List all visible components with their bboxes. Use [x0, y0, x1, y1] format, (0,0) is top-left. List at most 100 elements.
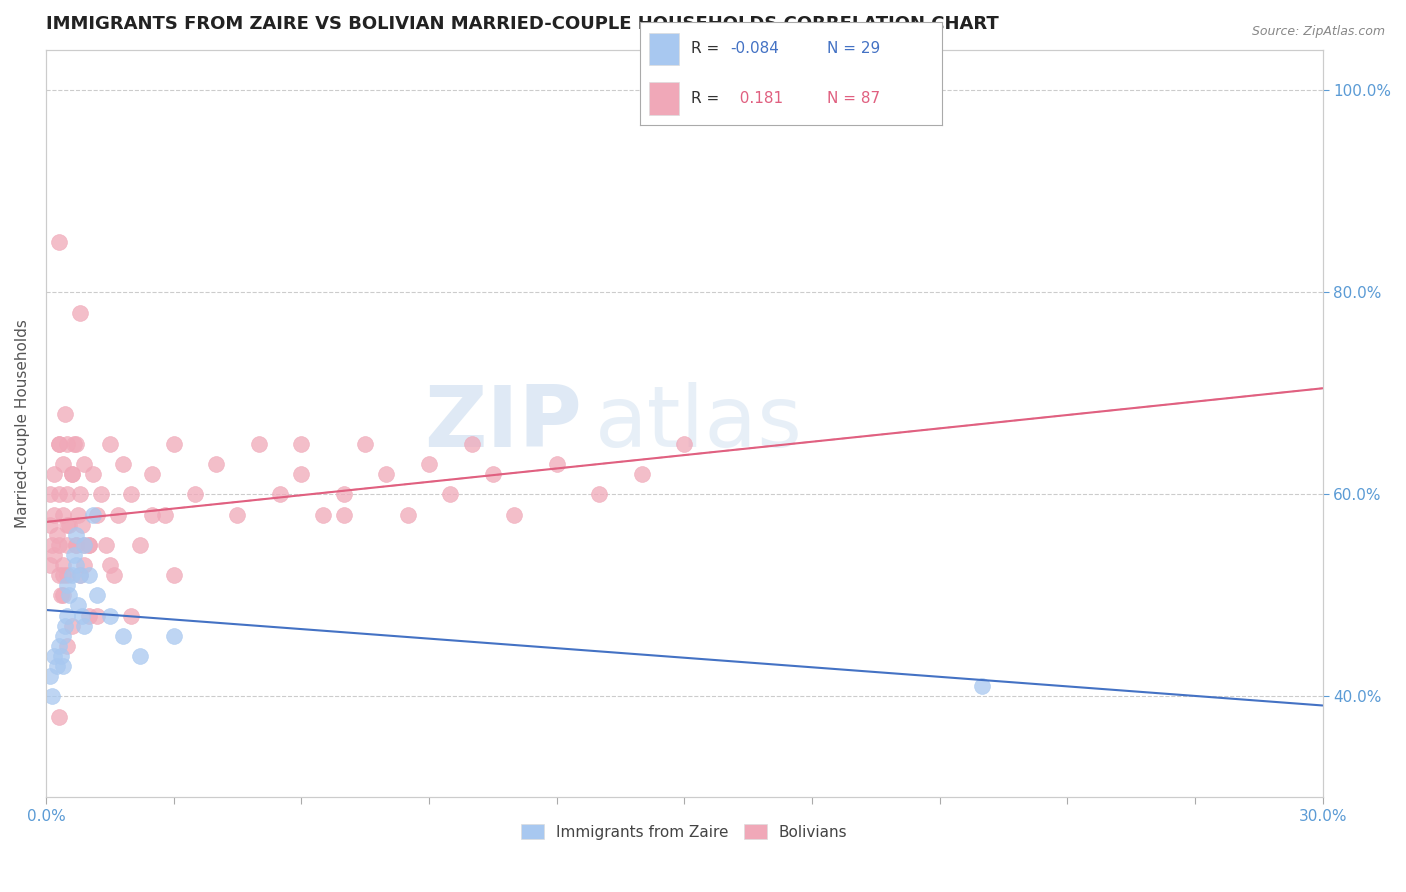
- Point: [41, 690, 63, 704]
- Point: [60, 568, 83, 582]
- Point: [73, 457, 96, 471]
- Text: N = 87: N = 87: [827, 91, 880, 106]
- Point: [45, 528, 67, 542]
- Text: -0.084: -0.084: [731, 41, 779, 56]
- Point: [45, 659, 67, 673]
- Point: [226, 508, 249, 522]
- Y-axis label: Married-couple Households: Married-couple Households: [15, 319, 30, 528]
- Point: [56, 639, 79, 653]
- Point: [86, 608, 108, 623]
- Point: [141, 467, 163, 482]
- Point: [73, 558, 96, 572]
- Point: [66, 599, 89, 613]
- Point: [48, 235, 70, 249]
- Point: [77, 568, 100, 582]
- Point: [69, 487, 91, 501]
- Point: [162, 629, 184, 643]
- Point: [65, 558, 87, 572]
- Point: [98, 608, 121, 623]
- Point: [77, 608, 100, 623]
- Point: [49, 648, 72, 663]
- Text: R =: R =: [692, 41, 724, 56]
- Point: [290, 437, 312, 451]
- Point: [82, 467, 104, 482]
- Point: [98, 558, 121, 572]
- Legend: Immigrants from Zaire, Bolivians: Immigrants from Zaire, Bolivians: [515, 818, 853, 846]
- Point: [333, 508, 356, 522]
- Point: [439, 487, 461, 501]
- Point: [90, 487, 112, 501]
- Point: [39, 669, 62, 683]
- Point: [60, 467, 83, 482]
- Point: [107, 508, 129, 522]
- Point: [86, 588, 108, 602]
- Point: [375, 467, 398, 482]
- Point: [69, 305, 91, 319]
- Point: [418, 457, 440, 471]
- Point: [73, 538, 96, 552]
- Point: [56, 608, 79, 623]
- Point: [60, 618, 83, 632]
- Point: [65, 437, 87, 451]
- Point: [56, 568, 79, 582]
- Point: [62, 548, 84, 562]
- Point: [546, 457, 568, 471]
- Point: [128, 538, 150, 552]
- Point: [48, 568, 70, 582]
- Point: [58, 517, 80, 532]
- Point: [56, 437, 79, 451]
- Point: [53, 618, 76, 632]
- Point: [98, 437, 121, 451]
- Point: [65, 538, 87, 552]
- Point: [56, 578, 79, 592]
- Point: [162, 568, 184, 582]
- Point: [247, 437, 270, 451]
- Point: [65, 528, 87, 542]
- Point: [70, 517, 93, 532]
- Point: [460, 437, 482, 451]
- Point: [120, 608, 142, 623]
- Bar: [648, 82, 679, 114]
- Point: [62, 437, 84, 451]
- Point: [153, 508, 176, 522]
- Point: [77, 538, 100, 552]
- Point: [69, 568, 91, 582]
- Point: [53, 407, 76, 421]
- Point: [73, 538, 96, 552]
- Point: [48, 437, 70, 451]
- Point: [111, 629, 134, 643]
- Point: [58, 588, 80, 602]
- Point: [49, 588, 72, 602]
- Point: [82, 508, 104, 522]
- Point: [52, 659, 75, 673]
- Point: [103, 568, 125, 582]
- Point: [290, 467, 312, 482]
- Point: [630, 467, 652, 482]
- Point: [56, 517, 79, 532]
- Point: [94, 538, 117, 552]
- Point: [128, 648, 150, 663]
- Text: atlas: atlas: [595, 382, 803, 465]
- Point: [86, 508, 108, 522]
- Point: [311, 508, 333, 522]
- Point: [673, 437, 696, 451]
- Point: [56, 538, 79, 552]
- Point: [354, 437, 377, 451]
- Point: [396, 508, 419, 522]
- Point: [44, 648, 66, 663]
- Point: [333, 487, 356, 501]
- Point: [48, 538, 70, 552]
- Point: [44, 548, 66, 562]
- Text: Source: ZipAtlas.com: Source: ZipAtlas.com: [1251, 25, 1385, 38]
- Point: [66, 508, 89, 522]
- Point: [44, 467, 66, 482]
- Point: [52, 457, 75, 471]
- Point: [65, 538, 87, 552]
- Text: ZIP: ZIP: [425, 382, 582, 465]
- Text: N = 29: N = 29: [827, 41, 880, 56]
- Point: [120, 487, 142, 501]
- Text: 0.181: 0.181: [731, 91, 783, 106]
- Point: [48, 639, 70, 653]
- Point: [39, 558, 62, 572]
- Point: [39, 517, 62, 532]
